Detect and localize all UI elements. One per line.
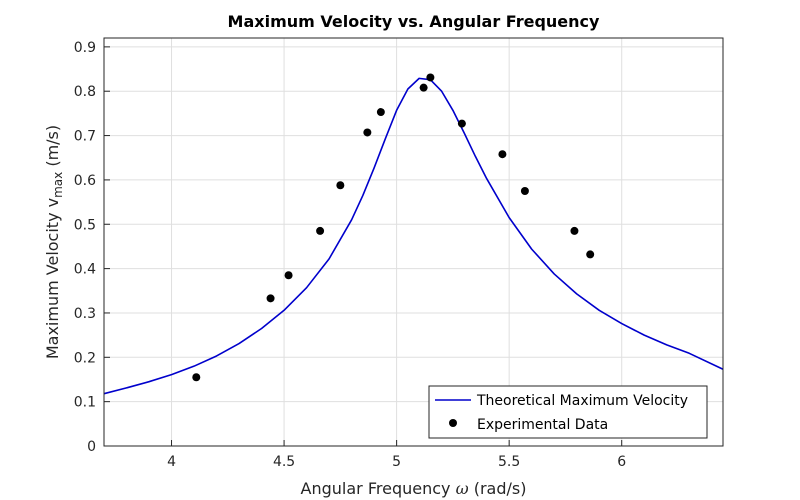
experimental-data-point — [363, 128, 372, 137]
y-tick-label: 0.5 — [74, 217, 96, 233]
experimental-data-point — [376, 108, 385, 117]
legend-box — [428, 385, 708, 439]
experimental-data-point — [266, 294, 275, 303]
plot-area — [104, 38, 723, 446]
experimental-data-point — [520, 187, 529, 195]
legend-marker-swatch — [449, 419, 457, 427]
theoretical-velocity-line — [103, 77, 724, 395]
y-tick-label: 0.7 — [74, 129, 96, 145]
legend-label-theoretical: Theoretical Maximum Velocity — [476, 393, 688, 409]
y-tick-label: 0.9 — [74, 40, 96, 56]
y-axis-label: Maximum Velocity vmax (m/s) — [43, 125, 65, 359]
x-tick-label: 5.5 — [498, 454, 520, 470]
experimental-data-point — [336, 181, 345, 190]
experimental-data-point — [192, 373, 201, 382]
y-axis-label-prefix: Maximum Velocity v — [43, 198, 62, 359]
x-tick-label: 6 — [617, 454, 626, 470]
experimental-data-point — [426, 73, 435, 82]
experimental-data-point — [457, 119, 466, 128]
x-tick-label: 5 — [392, 454, 401, 470]
y-tick-label: 0.8 — [74, 84, 96, 100]
y-axis-label-suffix: (m/s) — [43, 125, 62, 172]
plot-content — [103, 73, 724, 395]
y-axis-label-subscript: max — [51, 172, 65, 198]
y-tick-label: 0.2 — [74, 350, 96, 366]
y-tick-label: 0.1 — [74, 395, 96, 411]
experimental-data-point — [316, 226, 325, 235]
x-axis-label-symbol: ω — [456, 479, 469, 498]
grid — [104, 38, 723, 447]
experimental-data-point — [284, 271, 293, 280]
ticks: 4 4.5 5 5.5 6 0 0.1 0.2 0.3 0.4 0.5 0.6 0.7 0.8 0.9 — [74, 40, 627, 470]
x-tick-label: 4.5 — [273, 454, 295, 470]
x-axis-label: Angular Frequency ω (rad/s) — [301, 479, 527, 498]
x-axis-label-prefix: Angular Frequency — [301, 479, 456, 498]
experimental-data-point — [586, 250, 595, 259]
experimental-data-point — [570, 226, 579, 235]
legend-label-experimental: Experimental Data — [477, 417, 608, 433]
experimental-data-point — [498, 150, 507, 159]
y-tick-label: 0 — [87, 439, 96, 455]
y-tick-label: 0.3 — [74, 306, 96, 322]
plot-frame — [103, 37, 724, 447]
x-axis-label-suffix: (rad/s) — [469, 479, 527, 498]
y-tick-label: 0.4 — [74, 262, 96, 278]
chart-title: Maximum Velocity vs. Angular Frequency — [228, 12, 600, 31]
y-tick-label: 0.6 — [74, 173, 96, 189]
x-tick-label: 4 — [167, 454, 176, 470]
experimental-data-point — [419, 83, 428, 92]
legend: Theoretical Maximum Velocity Experimenta… — [428, 385, 708, 439]
